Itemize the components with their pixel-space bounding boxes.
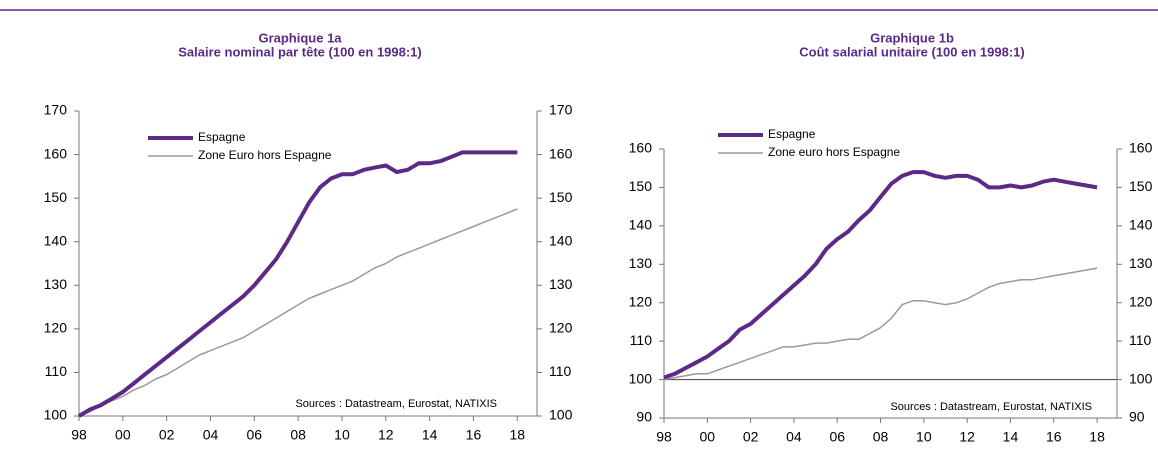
x-tick-label: 04 (203, 427, 219, 443)
x-tick-label: 06 (829, 429, 845, 445)
y-tick-label: 160 (44, 145, 68, 161)
source-note: Sources : Datastream, Eurostat, NATIXIS (890, 401, 1092, 413)
legend-label: Zone Euro hors Espagne (198, 148, 332, 162)
x-tick-label: 16 (1046, 429, 1062, 445)
series-line (77, 150, 518, 418)
x-tick-label: 16 (466, 427, 482, 443)
y2-tick-label: 160 (1129, 140, 1153, 156)
legend-label: Zone euro hors Espagne (768, 145, 900, 159)
y2-tick-label: 140 (1129, 217, 1153, 233)
legend-label: Espagne (768, 127, 816, 141)
y2-tick-label: 160 (549, 145, 573, 161)
y-tick-label: 90 (636, 409, 652, 425)
x-tick-label: 02 (159, 427, 175, 443)
y2-tick-label: 120 (1129, 293, 1153, 309)
y2-tick-label: 90 (1129, 409, 1145, 425)
chart-title: Graphique 1a (258, 30, 342, 45)
y2-tick-label: 120 (549, 320, 573, 336)
x-tick-label: 98 (71, 427, 87, 443)
y2-tick-label: 110 (549, 363, 572, 379)
x-tick-label: 98 (656, 429, 672, 445)
y-tick-label: 140 (44, 232, 68, 248)
chart-title: Graphique 1b (870, 30, 954, 45)
y-tick-label: 140 (629, 217, 653, 233)
x-tick-label: 08 (873, 429, 889, 445)
y-tick-label: 110 (45, 363, 68, 379)
y-tick-label: 150 (629, 178, 653, 194)
y2-tick-label: 110 (1129, 332, 1152, 348)
series-line (78, 208, 518, 417)
y2-tick-label: 130 (1129, 255, 1153, 271)
x-tick-label: 14 (1003, 429, 1019, 445)
y2-tick-label: 150 (549, 189, 573, 205)
x-tick-label: 10 (334, 427, 350, 443)
x-tick-label: 00 (115, 427, 131, 443)
y2-tick-label: 130 (549, 276, 573, 292)
y-tick-label: 160 (629, 140, 653, 156)
x-tick-label: 18 (509, 427, 525, 443)
y-tick-label: 120 (629, 293, 653, 309)
x-tick-label: 06 (247, 427, 263, 443)
chart-subtitle: Coût salarial unitaire (100 en 1998:1) (799, 44, 1024, 59)
x-tick-label: 12 (959, 429, 975, 445)
y-tick-label: 170 (44, 102, 68, 118)
y-tick-label: 110 (630, 332, 653, 348)
x-tick-label: 02 (743, 429, 759, 445)
x-tick-label: 12 (378, 427, 394, 443)
y2-tick-label: 100 (549, 407, 573, 423)
y-tick-label: 130 (44, 276, 68, 292)
series-line (663, 267, 1098, 381)
y-tick-label: 120 (44, 320, 68, 336)
x-tick-label: 08 (290, 427, 306, 443)
y-tick-label: 100 (44, 407, 68, 423)
y-tick-label: 150 (44, 189, 68, 205)
y2-tick-label: 140 (549, 232, 573, 248)
y-tick-label: 100 (629, 370, 653, 386)
x-tick-label: 04 (786, 429, 802, 445)
y-tick-label: 130 (629, 255, 653, 271)
y2-tick-label: 100 (1129, 370, 1153, 386)
legend-label: Espagne (198, 130, 246, 144)
chart-subtitle: Salaire nominal par tête (100 en 1998:1) (178, 44, 422, 59)
x-tick-label: 18 (1089, 429, 1105, 445)
y2-tick-label: 170 (549, 102, 573, 118)
source-note: Sources : Datastream, Eurostat, NATIXIS (295, 398, 497, 410)
y2-tick-label: 150 (1129, 178, 1153, 194)
x-tick-label: 10 (916, 429, 932, 445)
x-tick-label: 14 (422, 427, 438, 443)
series-line (663, 170, 1098, 380)
x-tick-label: 00 (700, 429, 716, 445)
